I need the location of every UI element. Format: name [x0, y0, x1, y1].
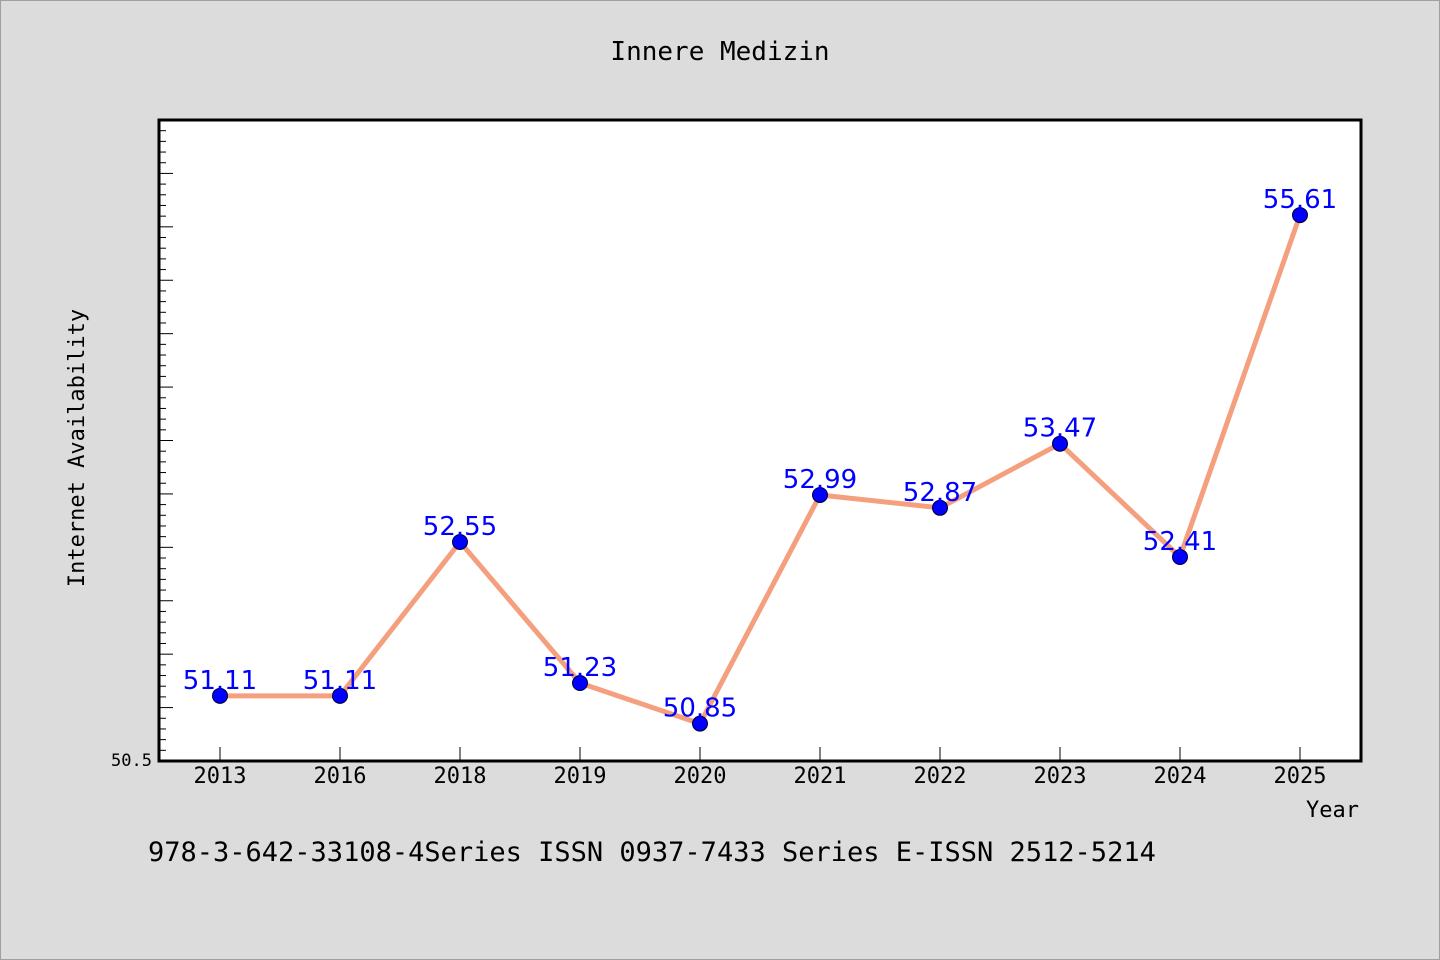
x-tick-label: 2013	[194, 764, 247, 789]
data-label: 51.11	[183, 666, 257, 696]
footnote-isbn-issn: 978-3-642-33108-4Series ISSN 0937-7433 S…	[148, 837, 1156, 868]
data-point	[932, 499, 948, 516]
y-tick-label: 50.5	[111, 751, 152, 771]
data-label: 52.55	[423, 512, 497, 542]
chart-title: Innere Medizin	[610, 37, 829, 67]
x-tick-label: 2025	[1274, 764, 1327, 789]
data-label: 52.99	[783, 465, 857, 495]
x-tick-label: 2021	[794, 764, 847, 789]
x-tick-label: 2016	[314, 764, 367, 789]
data-label: 51.23	[543, 653, 617, 683]
data-point	[692, 715, 708, 732]
x-tick-label: 2018	[434, 764, 487, 789]
data-label: 55.61	[1263, 185, 1337, 215]
data-label: 53.47	[1023, 414, 1097, 444]
x-tick-label: 2024	[1154, 764, 1207, 789]
series-layer: 51.11 51.11 52.55 51.23 50.85 52.99 52.87 53.47…	[183, 185, 1337, 732]
x-axis-label: Year	[1306, 798, 1359, 823]
x-tick-label: 2023	[1034, 764, 1087, 789]
x-tick-label: 2019	[554, 764, 607, 789]
data-label: 52.87	[903, 478, 977, 508]
y-axis-ticks	[159, 119, 173, 762]
data-point	[452, 533, 468, 550]
data-label: 51.11	[303, 666, 377, 696]
data-point	[572, 675, 588, 692]
data-label: 50.85	[663, 694, 737, 724]
plot-area	[157, 118, 1363, 763]
data-point	[212, 687, 228, 704]
data-label: 52.41	[1143, 527, 1217, 557]
data-point	[332, 687, 348, 704]
x-axis-ticks: 2013 2016 2018 2019 2020 2021 2022 2023 2024 2025	[194, 747, 1327, 789]
x-tick-label: 2020	[674, 764, 727, 789]
data-point	[1172, 548, 1188, 565]
x-tick-label: 2022	[914, 764, 967, 789]
y-axis-label: Internet Availability	[65, 309, 90, 587]
data-point	[812, 486, 828, 503]
data-point	[1052, 435, 1068, 452]
series-line	[217, 212, 1303, 727]
data-point	[1292, 207, 1308, 224]
